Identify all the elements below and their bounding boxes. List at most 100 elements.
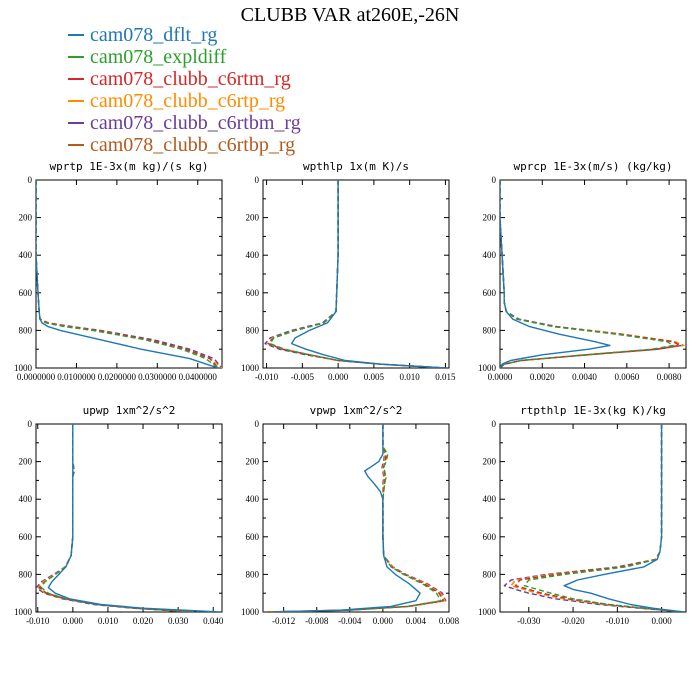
x-tick-label: -0.010 — [606, 616, 630, 626]
series-line-1 — [290, 180, 446, 368]
panel-title: vpwp 1xm^2/s^2 — [310, 404, 403, 417]
panel-title: wprcp 1E-3x(m/s) (kg/kg) — [514, 160, 673, 173]
y-tick-label: 0 — [255, 419, 260, 429]
x-tick-label: 0.005 — [364, 372, 385, 382]
x-tick-label: 0.0020 — [530, 372, 555, 382]
y-tick-label: 600 — [19, 288, 33, 298]
panel-title: wprtp 1E-3x(m kg)/(s kg) — [50, 160, 209, 173]
y-tick-label: 600 — [246, 532, 260, 542]
series-line-4 — [36, 180, 222, 368]
legend-label: cam078_expldiff — [90, 46, 227, 68]
y-tick-label: 0 — [492, 175, 497, 185]
legend-entry: cam078_dflt_rg — [68, 24, 301, 46]
y-tick-label: 1000 — [478, 607, 497, 617]
series-line-2 — [36, 180, 219, 368]
series-line-2 — [40, 424, 196, 612]
y-tick-label: 0 — [255, 175, 260, 185]
panel-4: upwp 1xm^2/s^2 0 200 400 600 800 1000-0.010 0.0… — [14, 404, 224, 626]
x-tick-label: 0.0100000 — [57, 372, 96, 382]
series-line-5 — [264, 180, 446, 368]
series-line-4 — [510, 424, 684, 612]
x-tick-label: 0.0000000 — [17, 372, 56, 382]
y-tick-label: 0 — [28, 175, 33, 185]
legend-label: cam078_clubb_c6rtbp_rg — [90, 134, 296, 156]
legend-swatch — [68, 78, 84, 80]
legend-entry: cam078_clubb_c6rtp_rg — [68, 90, 301, 112]
series-line-4 — [500, 180, 685, 368]
series-line-5 — [36, 424, 200, 612]
plot-frame — [35, 423, 223, 613]
series-line-1 — [500, 180, 611, 368]
y-tick-label: 800 — [246, 569, 260, 579]
series-line-5 — [36, 180, 222, 368]
y-tick-label: 1000 — [241, 607, 260, 617]
y-tick-label: 1000 — [14, 363, 33, 373]
series-line-4 — [37, 424, 193, 612]
series-line-1 — [47, 424, 221, 612]
y-tick-label: 1000 — [478, 363, 497, 373]
y-tick-label: 600 — [483, 532, 497, 542]
plot-frame — [499, 423, 687, 613]
series-group — [503, 424, 684, 612]
panel-title: rtpthlp 1E-3x(kg K)/kg — [520, 404, 666, 417]
y-tick-label: 1000 — [241, 363, 260, 373]
y-tick-label: 800 — [19, 569, 33, 579]
legend-label: cam078_clubb_c6rtp_rg — [90, 90, 286, 112]
series-line-2 — [267, 424, 442, 612]
series-group — [500, 180, 685, 368]
x-tick-label: -0.004 — [338, 616, 362, 626]
series-line-5 — [263, 424, 447, 612]
x-tick-label: 0.000 — [63, 616, 84, 626]
y-tick-label: 0 — [28, 419, 33, 429]
panel-6: rtpthlp 1E-3x(kg K)/kg 0 200 400 600 800 1000 -… — [478, 404, 687, 626]
y-tick-label: 400 — [483, 250, 497, 260]
plot-frame — [262, 423, 450, 613]
plot-frame — [262, 179, 450, 369]
legend-entry: cam078_clubb_c6rtbm_rg — [68, 112, 301, 134]
x-tick-label: -0.008 — [305, 616, 329, 626]
y-tick-label: 400 — [483, 494, 497, 504]
y-tick-label: 400 — [246, 494, 260, 504]
x-tick-label: 0.0040 — [572, 372, 597, 382]
x-tick-label: -0.020 — [561, 616, 585, 626]
x-tick-label: 0.0300000 — [138, 372, 177, 382]
panel-title: wpthlp 1x(m K)/s — [303, 160, 409, 173]
plot-frame — [499, 179, 687, 369]
series-group — [263, 424, 447, 612]
panel-5: vpwp 1xm^2/s^2 0 200 400 600 800 1000 -0.012 -0.… — [241, 404, 460, 626]
x-tick-label: -0.010 — [255, 372, 279, 382]
x-tick-label: 0.0060 — [614, 372, 639, 382]
x-tick-label: 0.008 — [439, 616, 460, 626]
series-line-2 — [500, 180, 674, 368]
y-tick-label: 200 — [246, 213, 260, 223]
panel-title: upwp 1xm^2/s^2 — [83, 404, 176, 417]
series-line-3 — [36, 180, 219, 368]
x-tick-label: 0.020 — [133, 616, 154, 626]
legend: cam078_dflt_rg cam078_expldiff cam078_club… — [68, 24, 301, 156]
x-tick-label: 0.0080 — [657, 372, 682, 382]
x-tick-label: 0.000 — [373, 616, 394, 626]
x-tick-label: 0.040 — [203, 616, 224, 626]
series-line-5 — [503, 424, 684, 612]
legend-label: cam078_dflt_rg — [90, 24, 218, 46]
plot-frame — [35, 179, 223, 369]
series-group — [36, 424, 221, 612]
x-tick-label: 0.030 — [168, 616, 189, 626]
y-tick-label: 200 — [483, 213, 497, 223]
series-line-6 — [510, 424, 684, 612]
series-line-2 — [523, 424, 684, 612]
x-tick-label: 0.0400000 — [179, 372, 218, 382]
panel-3: wprcp 1E-3x(m/s) (kg/kg) 0 200 400 600 800 100… — [478, 160, 687, 382]
y-tick-label: 800 — [483, 325, 497, 335]
legend-label: cam078_clubb_c6rtm_rg — [90, 68, 291, 90]
y-tick-label: 600 — [19, 532, 33, 542]
legend-entry: cam078_clubb_c6rtbp_rg — [68, 134, 301, 156]
x-tick-label: 0.000 — [652, 616, 673, 626]
x-tick-label: -0.030 — [517, 616, 541, 626]
panel-1: wprtp 1E-3x(m kg)/(s kg) 0 200 400 600 800 100… — [14, 160, 223, 382]
series-line-1 — [275, 424, 421, 612]
legend-entry: cam078_clubb_c6rtm_rg — [68, 68, 301, 90]
y-tick-label: 800 — [246, 325, 260, 335]
legend-swatch — [68, 122, 84, 124]
